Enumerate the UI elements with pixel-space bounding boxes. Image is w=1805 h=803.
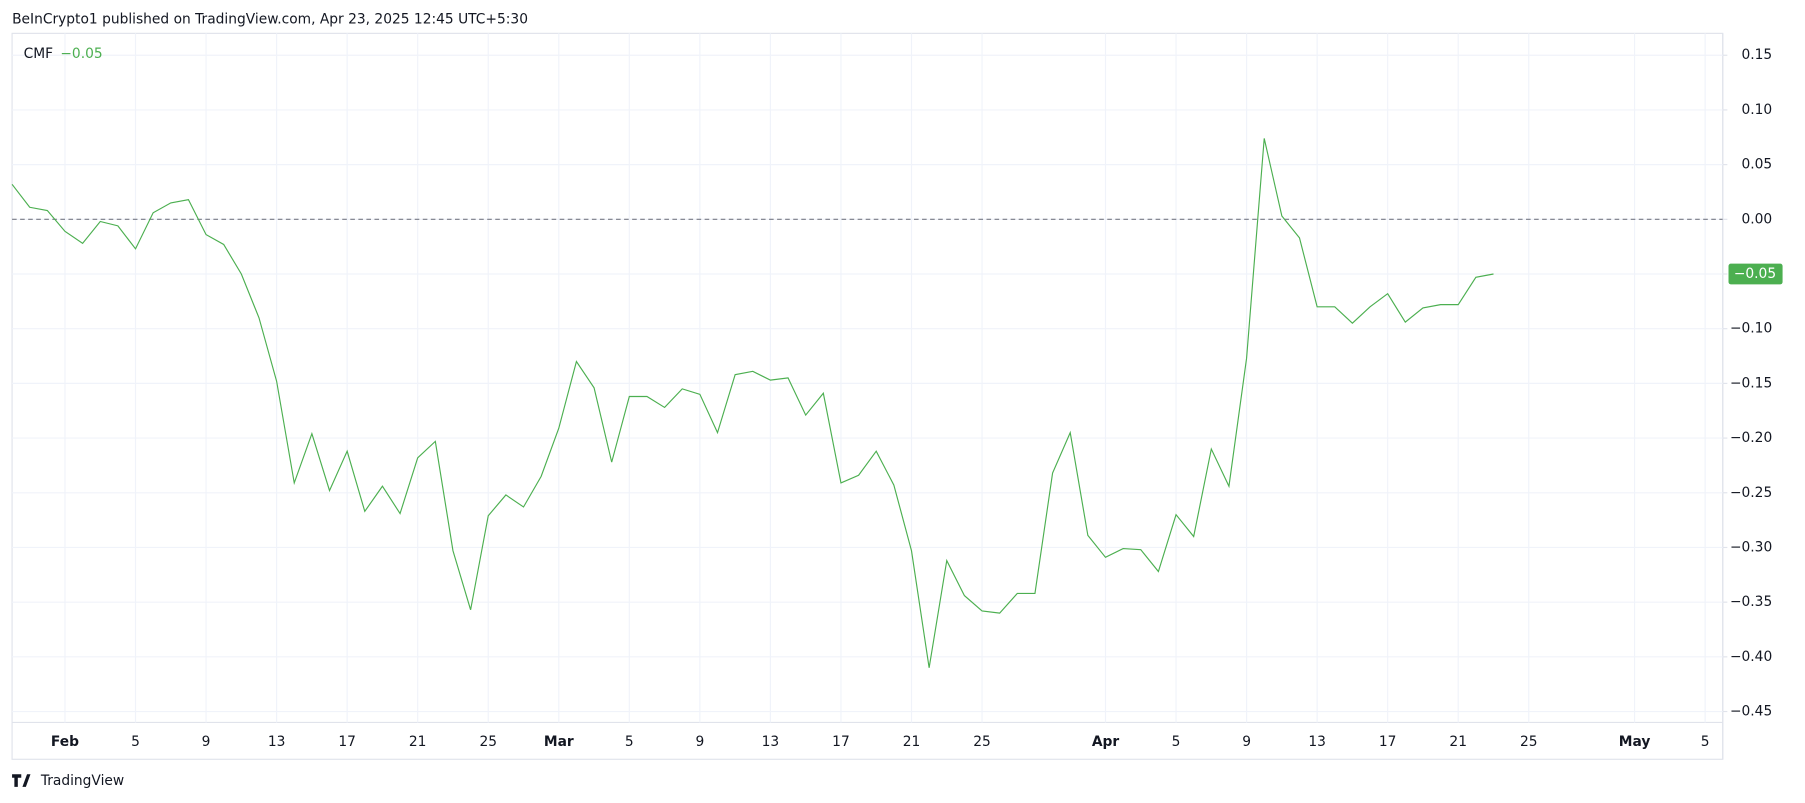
x-tick-label: Mar bbox=[544, 734, 574, 750]
last-value-tag bbox=[1728, 263, 1783, 285]
y-tick-label: −0.30 bbox=[1730, 539, 1772, 555]
x-tick-label: 17 bbox=[1379, 734, 1397, 750]
x-tick-label: 25 bbox=[479, 734, 497, 750]
x-tick-label: 25 bbox=[1520, 734, 1538, 750]
y-tick-label: −0.40 bbox=[1730, 649, 1772, 665]
header: BeInCrypto1 published on TradingView.com… bbox=[12, 12, 528, 28]
y-tick-label: 0.10 bbox=[1741, 102, 1772, 118]
x-tick-label: 5 bbox=[1172, 734, 1181, 750]
y-tick-label: 0.00 bbox=[1741, 211, 1772, 227]
x-tick-label: Feb bbox=[51, 734, 79, 750]
last-value-label: −0.05 bbox=[1734, 266, 1776, 282]
legend-name: CMF bbox=[24, 46, 54, 62]
x-tick-label: 17 bbox=[832, 734, 850, 750]
y-tick-label: 0.15 bbox=[1741, 47, 1772, 63]
x-tick-label: May bbox=[1619, 734, 1651, 750]
grid bbox=[12, 33, 1723, 723]
y-tick-label: 0.05 bbox=[1741, 157, 1772, 173]
x-tick-label: 5 bbox=[625, 734, 634, 750]
x-tick-label: 21 bbox=[903, 734, 921, 750]
x-tick-label: 9 bbox=[1242, 734, 1251, 750]
cmf-line bbox=[11, 138, 1494, 668]
tradingview-logo: TradingView bbox=[12, 773, 124, 789]
x-tick-label: 17 bbox=[338, 734, 356, 750]
x-tick-label: 13 bbox=[268, 734, 286, 750]
x-tick-label: 5 bbox=[131, 734, 140, 750]
y-tick-label: −0.10 bbox=[1730, 321, 1772, 337]
y-tick-label: −0.35 bbox=[1730, 594, 1772, 610]
logo-icon bbox=[12, 774, 31, 787]
y-tick-label: −0.20 bbox=[1730, 430, 1772, 446]
x-tick-label: 9 bbox=[202, 734, 211, 750]
x-tick-label: 13 bbox=[762, 734, 780, 750]
x-tick-label: 25 bbox=[973, 734, 991, 750]
footer: TradingView bbox=[40, 773, 124, 789]
y-tick-label: −0.25 bbox=[1730, 485, 1772, 501]
y-tick-label: −0.15 bbox=[1730, 375, 1772, 391]
x-tick-label: 9 bbox=[695, 734, 704, 750]
y-tick-label: −0.45 bbox=[1730, 704, 1772, 720]
marks bbox=[11, 138, 1494, 668]
legend-value: −0.05 bbox=[60, 46, 102, 62]
x-tick-label: 13 bbox=[1308, 734, 1326, 750]
x-tick-label: Apr bbox=[1092, 734, 1120, 750]
x-tick-label: 5 bbox=[1701, 734, 1710, 750]
x-tick-label: 21 bbox=[409, 734, 427, 750]
x-tick-label: 21 bbox=[1449, 734, 1467, 750]
